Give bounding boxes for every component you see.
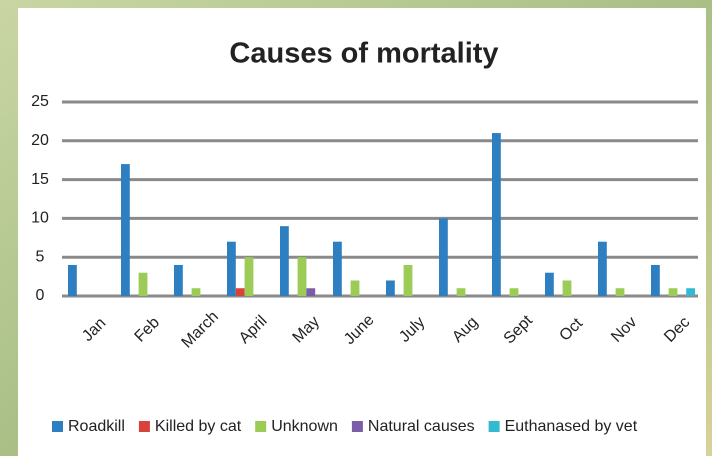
bar (545, 273, 554, 296)
bar (598, 242, 607, 296)
bar (616, 288, 625, 296)
legend-swatch (255, 421, 266, 432)
bar (121, 164, 130, 296)
bar (227, 242, 236, 296)
bar (492, 133, 501, 296)
legend-label: Euthanased by vet (505, 418, 638, 435)
legend-swatch (352, 421, 363, 432)
bar (351, 280, 360, 296)
bar (510, 288, 519, 296)
y-tick-label: 15 (31, 171, 49, 188)
bar (404, 265, 413, 296)
legend-label: Killed by cat (155, 418, 242, 435)
legend-label: Natural causes (368, 418, 475, 435)
chart: Causes of mortality 0510152025JanFebMarc… (0, 0, 712, 456)
bar (306, 288, 315, 296)
legend-swatch (139, 421, 150, 432)
bar (245, 257, 254, 296)
chart-title: Causes of mortality (229, 38, 498, 70)
y-tick-label: 25 (31, 93, 49, 110)
y-tick-label: 10 (31, 210, 49, 227)
bar (192, 288, 201, 296)
bar (669, 288, 678, 296)
legend-swatch (52, 421, 63, 432)
bar (236, 288, 245, 296)
bar (280, 226, 289, 296)
bar (139, 273, 148, 296)
y-tick-label: 5 (36, 248, 45, 265)
legend-swatch (489, 421, 500, 432)
y-tick-label: 20 (31, 132, 49, 149)
bar (457, 288, 466, 296)
bar (686, 288, 695, 296)
legend-label: Unknown (271, 418, 338, 435)
bar (333, 242, 342, 296)
bar (439, 218, 448, 296)
bar (651, 265, 660, 296)
y-tick-label: 0 (36, 287, 45, 304)
bar (68, 265, 77, 296)
legend-label: Roadkill (68, 418, 125, 435)
bar (174, 265, 183, 296)
bar (298, 257, 307, 296)
bar (386, 280, 395, 296)
bar (563, 280, 572, 296)
